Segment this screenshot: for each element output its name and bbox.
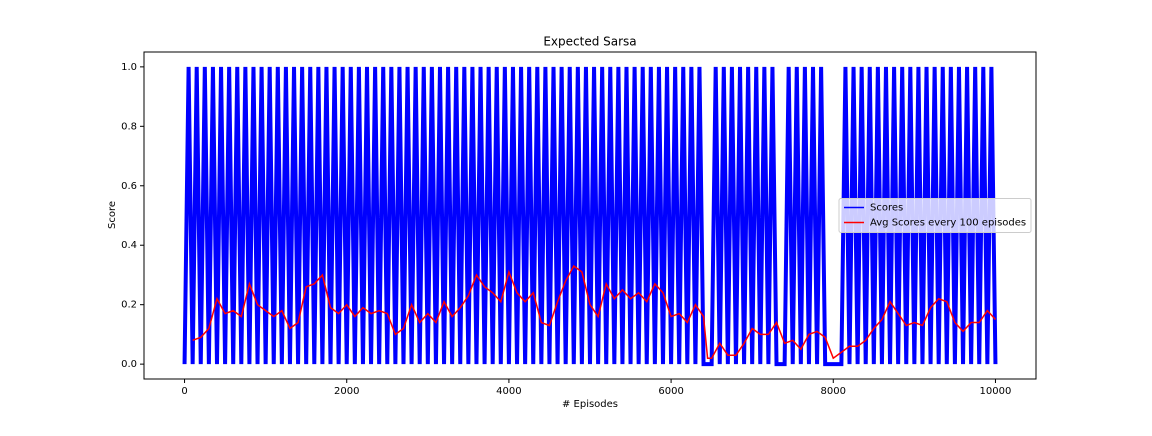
x-tick-label: 2000 [334, 386, 359, 397]
legend-label: Scores [870, 203, 903, 214]
y-tick-label: 1.0 [121, 62, 137, 73]
plot-frame [143, 51, 1037, 380]
y-tick-label: 0.4 [121, 240, 137, 251]
x-axis-label: # Episodes [562, 399, 618, 410]
y-tick-label: 0.2 [121, 300, 137, 311]
chart-title: Expected Sarsa [543, 35, 636, 49]
y-tick-label: 0.6 [121, 181, 137, 192]
y-axis-label: Score [107, 201, 118, 229]
x-tick-label: 8000 [821, 386, 846, 397]
legend-box [838, 198, 1032, 233]
x-tick-label: 4000 [496, 386, 521, 397]
series-line [182, 66, 998, 367]
series-line [192, 264, 997, 360]
x-tick-label: 6000 [658, 386, 683, 397]
x-tick-label: 10000 [980, 386, 1012, 397]
legend-label: Avg Scores every 100 episodes [870, 218, 1026, 229]
y-tick-label: 0.8 [121, 121, 137, 132]
y-tick-label: 0.0 [121, 359, 137, 370]
x-tick-label: 0 [181, 386, 187, 397]
